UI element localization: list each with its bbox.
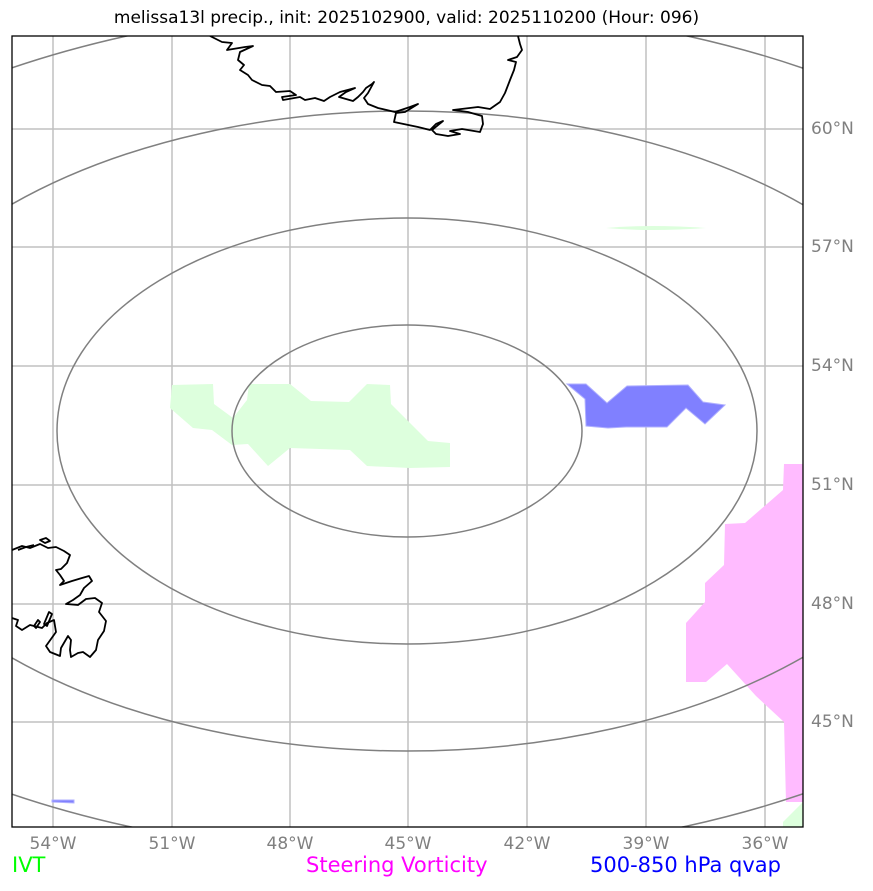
lon-label-51w: 51°W — [148, 834, 196, 854]
qvap-area-central — [565, 383, 727, 429]
coastline-island-2 — [33, 619, 41, 629]
map-title: melissa13l precip., init: 2025102900, va… — [113, 8, 700, 28]
lon-label-48w: 48°W — [266, 834, 314, 854]
lon-label-45w: 45°W — [384, 834, 432, 854]
lat-label-57n: 57°N — [811, 237, 854, 257]
coastlines — [12, 36, 523, 658]
range-ring-2 — [56, 217, 758, 645]
lon-label-54w: 54°W — [29, 834, 77, 854]
qvap-area-southwest — [51, 799, 75, 804]
legend-ivt: IVT — [12, 853, 46, 877]
range-ring-1 — [231, 324, 583, 538]
lat-label-54n: 54°N — [811, 356, 854, 376]
coastline-greenland — [209, 36, 523, 137]
legend-qvap: 500-850 hPa qvap — [590, 853, 781, 877]
lon-label-36w: 36°W — [741, 834, 789, 854]
coastline-newfoundland — [12, 543, 107, 658]
coastline-island-1 — [43, 611, 53, 627]
ivt-area-north — [606, 226, 706, 230]
ivt-field — [170, 226, 803, 827]
qvap-field — [51, 383, 727, 804]
lat-label-51n: 51°N — [811, 475, 854, 495]
vorticity-area — [686, 464, 803, 802]
lat-label-45n: 45°N — [811, 712, 854, 732]
lon-label-42w: 42°W — [503, 834, 551, 854]
lat-label-48n: 48°N — [811, 594, 854, 614]
vorticity-field — [686, 464, 803, 802]
ivt-area-central — [170, 384, 450, 468]
plot-frame — [11, 35, 804, 828]
lat-label-60n: 60°N — [811, 119, 854, 139]
lon-label-39w: 39°W — [622, 834, 670, 854]
ivt-area-southeast — [783, 802, 803, 827]
coastline-newfoundland-north — [17, 537, 51, 551]
legend-steering-vorticity: Steering Vorticity — [306, 853, 488, 877]
